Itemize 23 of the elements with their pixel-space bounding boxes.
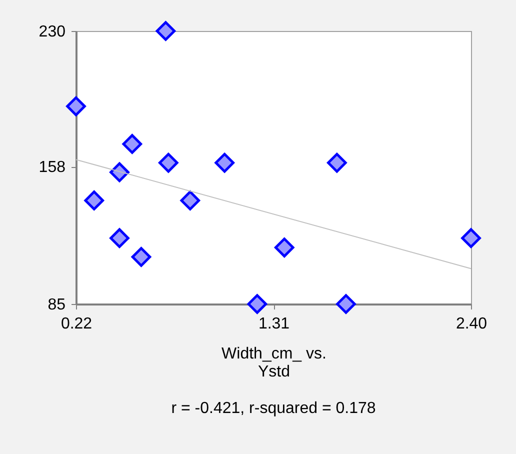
point xyxy=(84,190,104,210)
point xyxy=(274,238,294,258)
point xyxy=(66,96,86,116)
y-tick-label: 230 xyxy=(38,24,66,40)
point xyxy=(336,294,356,314)
point xyxy=(327,152,347,173)
point xyxy=(110,228,130,248)
y-tick-label: 158 xyxy=(38,159,66,176)
point xyxy=(247,294,268,314)
point xyxy=(158,152,178,173)
point xyxy=(180,190,200,210)
y-tick-label: 85 xyxy=(48,296,66,314)
point xyxy=(110,162,130,182)
x-axis-title: Width_cm_ vs. Ystd xyxy=(222,346,326,380)
point xyxy=(122,134,142,154)
point xyxy=(214,152,234,173)
point xyxy=(131,247,152,267)
x-tick-label: 2.40 xyxy=(456,316,488,332)
text: r = -0.421, r-squared = 0.178 xyxy=(171,400,376,417)
point xyxy=(461,228,481,248)
x-tick-label: 1.31 xyxy=(258,316,290,332)
point xyxy=(156,21,176,41)
x-tick-label: 0.22 xyxy=(60,316,92,332)
